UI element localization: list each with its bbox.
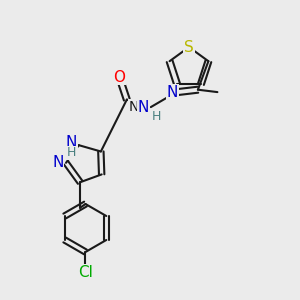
Text: N: N <box>138 100 149 115</box>
Text: N: N <box>52 155 64 170</box>
Text: H: H <box>67 146 76 159</box>
Text: NH: NH <box>129 100 149 114</box>
Text: S: S <box>184 40 194 55</box>
Text: N: N <box>66 135 77 150</box>
Text: H: H <box>152 110 161 123</box>
Text: Cl: Cl <box>78 265 93 280</box>
Text: N: N <box>167 85 178 100</box>
Text: O: O <box>113 70 125 85</box>
